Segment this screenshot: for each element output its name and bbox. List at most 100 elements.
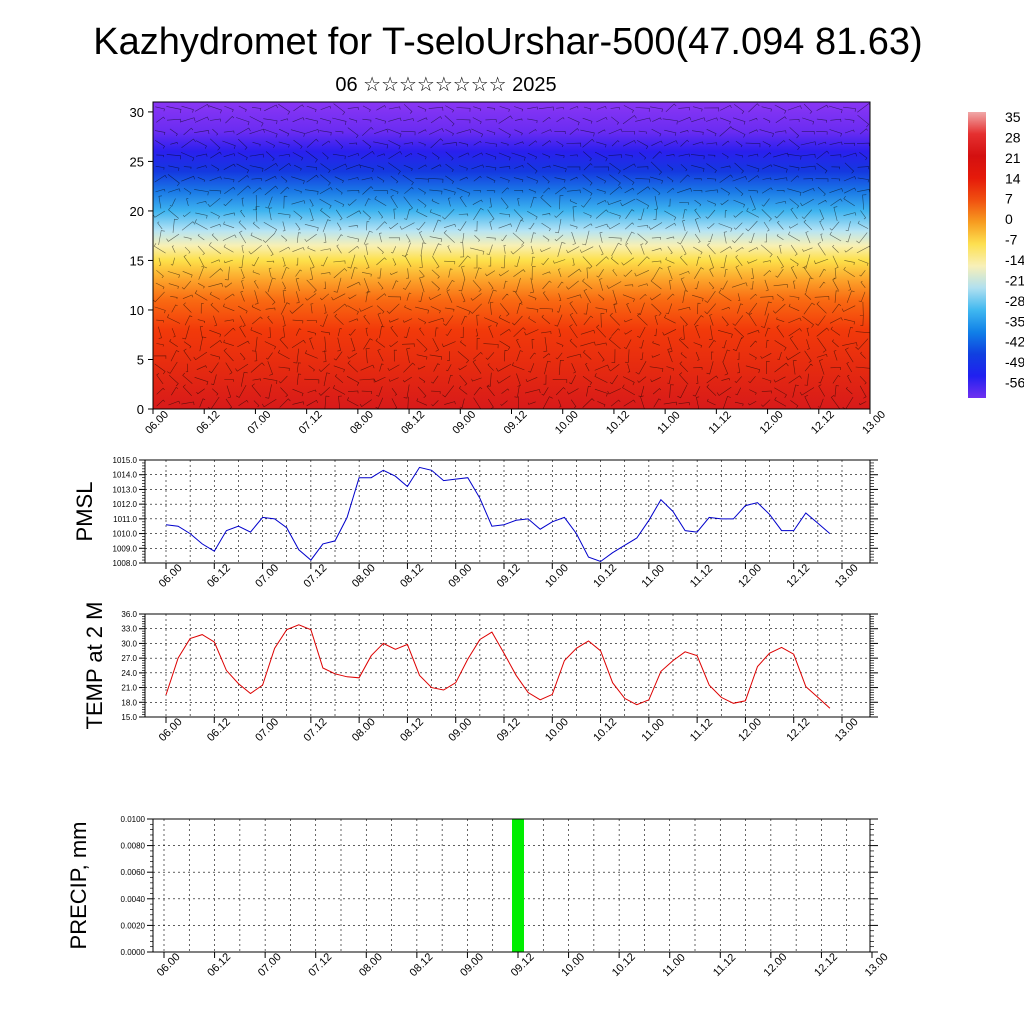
x-tick-label: 12.00 — [736, 716, 764, 744]
y-tick-label: 30 — [130, 105, 144, 120]
y-tick-label: 0.0060 — [121, 868, 146, 877]
y-tick-label: 1010.0 — [113, 530, 138, 539]
series-line — [165, 624, 831, 709]
x-tick-label: 08.12 — [399, 409, 427, 437]
y-tick-label: 0.0040 — [121, 895, 146, 904]
y-tick-label: 10 — [130, 303, 144, 318]
plot-area — [153, 819, 870, 952]
x-tick-label: 12.12 — [812, 951, 840, 979]
x-tick-label: 11.12 — [706, 409, 733, 436]
x-tick-label: 10.12 — [610, 951, 638, 979]
x-tick-label: 08.12 — [398, 716, 426, 744]
x-tick-label: 10.00 — [543, 716, 571, 744]
colorbar-label: 0 — [1005, 211, 1013, 227]
y-tick-label: 0.0000 — [121, 948, 146, 957]
x-tick-label: 06.12 — [205, 951, 233, 979]
colorbar-label: 28 — [1005, 129, 1021, 145]
x-tick-label: 10.00 — [559, 951, 587, 979]
x-tick-label: 06.12 — [205, 562, 233, 590]
axis-title: PMSL — [72, 482, 97, 542]
x-tick-label: 09.12 — [502, 409, 530, 437]
x-tick-label: 11.12 — [688, 563, 715, 590]
x-tick-label: 07.12 — [297, 409, 325, 437]
y-tick-label: 1011.0 — [113, 515, 137, 524]
x-tick-label: 12.00 — [758, 409, 786, 437]
series-line — [165, 466, 831, 563]
x-tick-label: 09.12 — [495, 716, 523, 744]
y-tick-label: 18.0 — [121, 698, 137, 707]
y-tick-label: 27.0 — [121, 654, 137, 663]
x-tick-label: 06.12 — [194, 409, 222, 437]
x-tick-label: 09.12 — [495, 562, 523, 590]
y-tick-label: 25 — [130, 154, 144, 169]
pmsl-panel: 1008.0 1009.0 1010.0 1011.0 1012.0 1013.0 1014… — [72, 456, 878, 590]
y-tick-label: 1012.0 — [113, 500, 138, 509]
x-tick-label: 12.00 — [762, 951, 790, 979]
x-tick-label: 10.12 — [604, 409, 632, 437]
x-tick-label: 13.00 — [860, 409, 888, 437]
y-tick-label: 24.0 — [121, 669, 137, 678]
x-tick-label: 06.00 — [157, 716, 185, 744]
y-tick-label: 30.0 — [121, 639, 137, 648]
precip-bar — [512, 819, 524, 952]
y-tick-label: 15 — [130, 253, 144, 268]
y-tick-label: 1015.0 — [113, 456, 138, 465]
cross-section-field — [153, 102, 870, 409]
x-tick-label: 11.00 — [655, 409, 682, 436]
x-tick-label: 07.12 — [306, 951, 334, 979]
x-tick-label: 06.00 — [155, 951, 183, 979]
plot-area — [145, 614, 870, 717]
y-tick-label: 0.0100 — [121, 815, 146, 824]
x-tick-label: 07.00 — [246, 409, 274, 437]
colorbar-label: -7 — [1005, 232, 1018, 248]
wind-vector-path — [153, 103, 870, 409]
colorbar-label: 7 — [1005, 191, 1013, 207]
page-title: Kazhydromet for T-seloUrshar-500(47.094 … — [93, 21, 922, 63]
x-tick-label: 09.12 — [509, 951, 537, 979]
x-tick-label: 12.12 — [784, 716, 812, 744]
colorbar-label: -14 — [1005, 252, 1024, 268]
page-subtitle: 06 ☆☆☆☆☆☆☆☆ 2025 — [335, 74, 556, 96]
plot-frame — [144, 459, 871, 564]
x-tick-label: 10.12 — [591, 562, 619, 590]
x-tick-label: 07.00 — [256, 951, 284, 979]
axis-title: TEMP at 2 M — [82, 602, 107, 730]
colorbar-bar — [968, 112, 986, 398]
x-tick-label: 11.00 — [640, 563, 667, 590]
axis-title: PRECIP, mm — [66, 822, 91, 950]
plot-frame — [152, 818, 871, 953]
x-tick-label: 12.12 — [784, 562, 812, 590]
x-tick-label: 08.00 — [348, 409, 376, 437]
x-tick-label: 08.12 — [408, 951, 436, 979]
x-tick-label: 09.00 — [446, 716, 474, 744]
x-tick-label: 10.12 — [591, 716, 619, 744]
y-tick-label: 1009.0 — [113, 544, 138, 553]
x-tick-label: 13.00 — [863, 951, 891, 979]
x-tick-label: 10.00 — [543, 562, 571, 590]
x-tick-label: 07.12 — [302, 562, 330, 590]
x-tick-label: 10.00 — [553, 409, 581, 437]
x-tick-label: 06.12 — [205, 716, 233, 744]
x-tick-label: 09.00 — [446, 562, 474, 590]
y-tick-label: 20 — [130, 204, 144, 219]
colorbar-label: 35 — [1005, 109, 1021, 125]
colorbar-label: -35 — [1005, 313, 1024, 329]
x-tick-label: 08.00 — [350, 562, 378, 590]
x-tick-label: 13.00 — [833, 716, 861, 744]
y-tick-label: 0 — [137, 402, 144, 417]
x-tick-label: 06.00 — [157, 562, 185, 590]
x-tick-label: 09.00 — [450, 409, 478, 437]
x-tick-label: 08.00 — [350, 716, 378, 744]
colorbar-label: 14 — [1005, 170, 1021, 186]
y-tick-label: 36.0 — [121, 610, 137, 619]
colorbar-label: -21 — [1005, 272, 1024, 288]
y-tick-label: 0.0020 — [121, 921, 146, 930]
y-tick-label: 0.0080 — [121, 842, 146, 851]
colorbar-label: -42 — [1005, 334, 1024, 350]
x-tick-label: 11.00 — [640, 717, 667, 744]
y-tick-label: 1013.0 — [113, 485, 138, 494]
x-tick-label: 07.00 — [253, 562, 281, 590]
wind-vectors — [153, 103, 870, 409]
